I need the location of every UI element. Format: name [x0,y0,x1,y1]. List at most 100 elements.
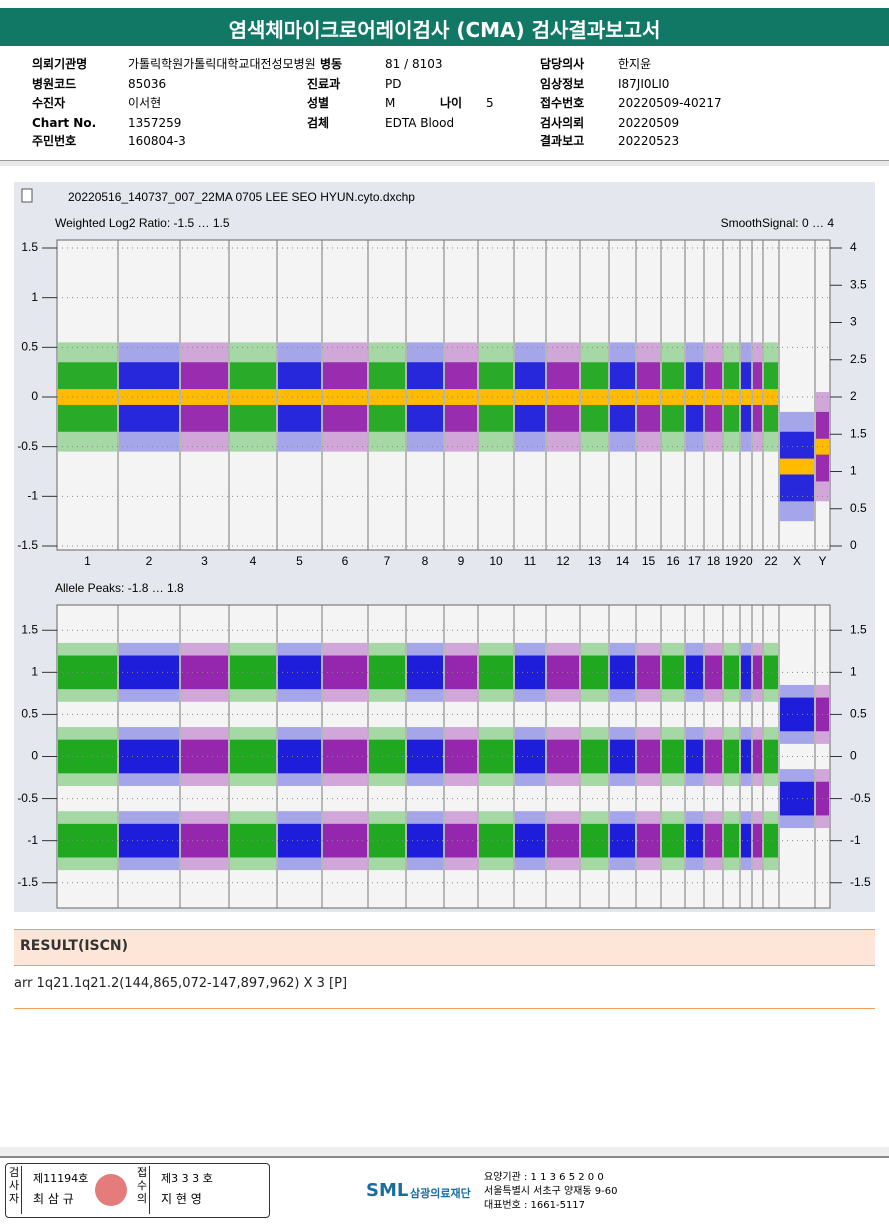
info-value: 5 [486,96,494,110]
allele-band [581,739,608,774]
smooth-signal [479,389,513,405]
info-label: 병동 [320,57,343,71]
y-tick-label: -1 [27,489,38,503]
allele-band [581,655,608,690]
address-line: 서울특별시 서초구 양재동 9-60 [484,1186,618,1197]
smooth-signal [181,389,228,405]
allele-band [705,655,722,690]
info-label: 임상정보 [540,77,585,91]
allele-band [581,823,608,858]
allele-band [764,823,778,858]
allele-band [637,655,660,690]
result-heading: RESULT(ISCN) [20,938,129,954]
allele-band [323,823,367,858]
allele-band [119,739,179,774]
allele-band [445,823,477,858]
signature-box [5,1163,270,1218]
smooth-signal [445,389,477,405]
allele-band [119,655,179,690]
allele-band [705,739,722,774]
y-tick-label: -1.5 [17,538,38,552]
allele-band [278,823,321,858]
info-value: 20220509 [618,116,680,130]
y2-tick-label: 4 [850,240,857,254]
signer-role: 접수의 [135,1166,150,1214]
chromosome-label: 18 [707,554,721,568]
info-value: 85036 [128,77,167,91]
allele-band [764,739,778,774]
allele-band [637,739,660,774]
allele-band [445,655,477,690]
header-bar [0,8,889,46]
allele-band [724,655,739,690]
y-tick-label: 1 [31,665,38,679]
file-name: 20220516_140737_007_22MA 0705 LEE SEO HY… [68,190,415,204]
info-value: PD [385,77,402,91]
info-label: 성별 [307,96,330,110]
info-label: 의뢰기관명 [32,57,88,71]
chromosome-label: 5 [296,554,303,568]
y-tick-label: -1 [27,833,38,847]
chromosome-label: 6 [342,554,349,568]
allele-band [515,823,545,858]
y2-tick-label: -1 [850,833,861,847]
chromosome-label: 2 [146,554,153,568]
chromosome-label: 9 [458,554,465,568]
y-tick-label: -0.5 [17,791,38,805]
info-label: 주민번호 [32,134,77,148]
chromosome-label: X [793,554,801,568]
info-value: 20220523 [618,134,680,148]
address-line: 요양기관 : 1 1 3 6 5 2 0 0 [484,1172,604,1183]
y2-tick-label: 1 [850,464,857,478]
chromosome-label: 15 [642,554,656,568]
y2-tick-label: -0.5 [850,791,871,805]
allele-band [637,823,660,858]
result-text: arr 1q21.1q21.2(144,865,072-147,897,962)… [14,976,348,991]
chromosome-label: 20 [739,554,753,568]
result-header [14,929,875,966]
info-value: EDTA Blood [385,116,455,130]
y-tick-label: -1.5 [17,875,38,889]
smooth-signal [724,389,739,405]
chromosome-label: 12 [556,554,570,568]
y2-tick-label: 3 [850,315,857,329]
smooth-signal [686,389,703,405]
allele-band [741,739,751,774]
chromosome-label: 8 [422,554,429,568]
y-tick-label: 1.5 [21,622,38,636]
info-value: M [385,96,396,110]
y2-tick-label: 1.5 [850,622,867,636]
chromosome-label: 16 [666,554,680,568]
allele-band [515,739,545,774]
smooth-signal [323,389,367,405]
org-name: 삼광의료재단 [410,1187,471,1200]
info-value: 이서현 [128,96,162,110]
allele-band [741,823,751,858]
y2-tick-label: 0.5 [850,501,867,515]
smooth-signal [407,389,443,405]
address-line: 대표번호 : 1661-5117 [484,1200,586,1211]
smooth-signal [780,458,814,475]
allele-band [119,823,179,858]
panel-title: Weighted Log2 Ratio: -1.5 … 1.5 [55,216,230,230]
info-label: 진료과 [307,77,341,91]
y-tick-label: 1 [31,290,38,304]
allele-band [705,823,722,858]
info-label: 검체 [307,116,330,130]
info-label: 검사의뢰 [540,116,585,130]
seal [95,1174,127,1206]
chromosome-label: 4 [250,554,257,568]
chromosome-label: 3 [201,554,208,568]
info-label: Chart No. [32,116,97,130]
allele-band [323,739,367,774]
info-value: I87JI0LI0 [618,77,670,91]
allele-band [686,655,703,690]
report-title: 염색체마이크로어레이검사 (CMA) 검사결과보고서 [228,18,661,42]
allele-band [686,823,703,858]
signer-number: 제3 3 3 호 [161,1172,213,1185]
info-value: 가톨릭학원가톨릭대학교대전성모병원 [128,57,316,71]
smooth-signal [119,389,179,405]
chromosome-label: Y [818,554,826,568]
info-label: 수진자 [32,96,66,110]
